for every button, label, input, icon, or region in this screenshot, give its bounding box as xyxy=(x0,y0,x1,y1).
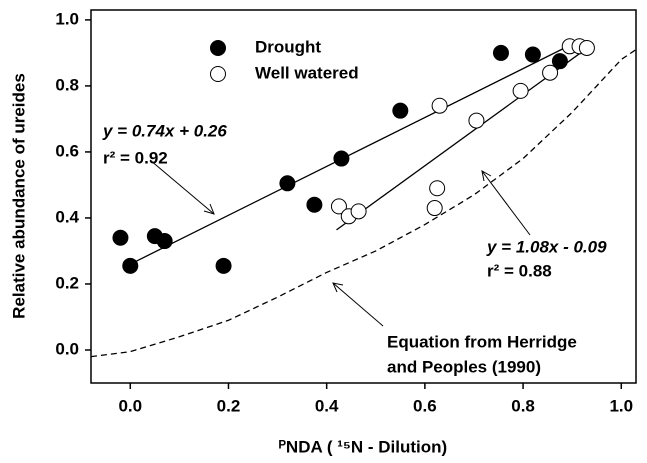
reference-curve xyxy=(90,49,637,358)
y-tick-label: 0.6 xyxy=(55,141,79,160)
point xyxy=(431,97,448,114)
annotation: r² = 0.92 xyxy=(103,148,168,167)
point xyxy=(524,46,541,63)
y-tick-label: 0.0 xyxy=(55,339,79,358)
x-tick-label: 0.2 xyxy=(217,396,241,415)
point xyxy=(333,150,350,167)
x-tick-label: 0.6 xyxy=(413,396,437,415)
annotation: Equation from Herridge xyxy=(387,332,577,351)
point xyxy=(112,229,129,246)
point xyxy=(330,198,347,215)
annotation: y = 1.08x - 0.09 xyxy=(486,237,607,256)
point xyxy=(306,196,323,213)
x-tick-label: 0.4 xyxy=(315,396,339,415)
plot-frame xyxy=(90,9,637,384)
arrow xyxy=(481,170,531,236)
y-tick-label: 0.2 xyxy=(55,273,79,292)
point xyxy=(542,64,559,81)
point xyxy=(279,175,296,192)
point xyxy=(468,112,485,129)
arrow xyxy=(149,159,215,215)
point xyxy=(215,257,232,274)
arrows xyxy=(149,159,531,327)
point xyxy=(492,44,509,61)
legend-marker xyxy=(210,40,226,56)
y-tick-label: 1.0 xyxy=(55,9,79,28)
legend-label: Drought xyxy=(255,37,321,56)
point xyxy=(551,53,568,70)
x-tick-label: 0.8 xyxy=(511,396,535,415)
point xyxy=(512,82,529,99)
x-tick-label: 1.0 xyxy=(609,396,633,415)
point xyxy=(156,233,173,250)
y-tick-label: 0.8 xyxy=(55,75,79,94)
point xyxy=(578,39,595,56)
x-tick-label: 0.0 xyxy=(118,396,142,415)
y-axis-label: Relative abundance of ureides xyxy=(9,73,28,319)
arrow xyxy=(332,282,384,327)
y-tick-label: 0.4 xyxy=(55,207,79,226)
annotation: and Peoples (1990) xyxy=(387,357,541,376)
arrow-head xyxy=(332,282,344,293)
point xyxy=(426,200,443,217)
legend-marker xyxy=(210,66,226,82)
fit-line xyxy=(129,46,568,265)
annotation: r² = 0.88 xyxy=(487,261,552,280)
annotation: y = 0.74x + 0.26 xyxy=(102,121,227,140)
x-axis-label: ᴾNDA ( ¹⁵N - Dilution) xyxy=(279,437,447,456)
point xyxy=(429,180,446,197)
legend-label: Well watered xyxy=(255,63,359,82)
point xyxy=(122,257,139,274)
point xyxy=(350,203,367,220)
arrow-head xyxy=(481,170,492,182)
point xyxy=(392,102,409,119)
arrow-head xyxy=(203,203,215,215)
